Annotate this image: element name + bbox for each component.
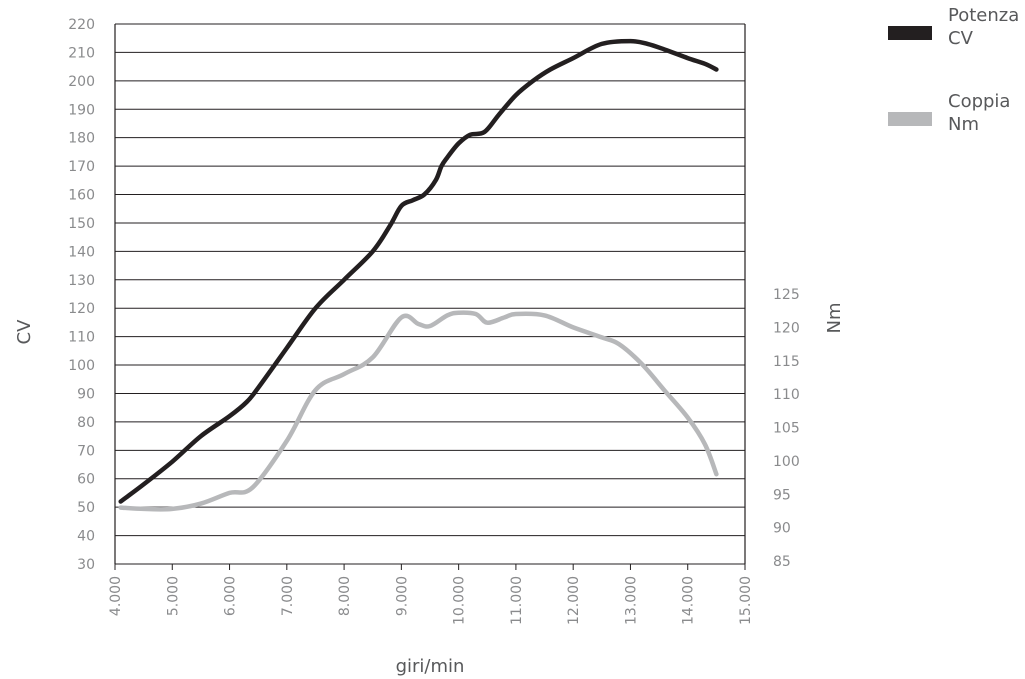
x-tick-14.000: 14.000	[681, 576, 697, 625]
legend-label-coppia-line1: Coppia	[948, 91, 1011, 112]
y-axis-left-label: CV	[14, 319, 35, 345]
y-left-tick-130: 130	[68, 273, 95, 289]
x-tick-5.000: 5.000	[165, 576, 181, 616]
y-left-tick-140: 140	[68, 244, 95, 260]
y-left-tick-50: 50	[77, 500, 95, 516]
series-line-potenza	[118, 38, 719, 504]
y-axis-right-ticks: 85 90 95 100 105 110 115 120 125	[773, 287, 800, 570]
y-left-tick-30: 30	[77, 557, 95, 573]
legend-swatch-potenza	[888, 26, 932, 40]
legend-swatch-coppia	[888, 112, 932, 126]
plot-frame	[114, 24, 746, 564]
y-left-tick-100: 100	[68, 358, 95, 374]
x-tick-10.000: 10.000	[452, 576, 468, 625]
y-right-tick-90: 90	[773, 521, 791, 537]
legend-label-potenza-line1: Potenza	[948, 5, 1020, 26]
y-right-tick-125: 125	[773, 287, 800, 303]
y-left-tick-160: 160	[68, 188, 95, 204]
x-tick-6.000: 6.000	[223, 576, 239, 616]
x-tick-4.000: 4.000	[108, 576, 124, 616]
x-axis-ticks: 4.000 5.000 6.000 7.000 8.000 9.000 10.000 11.0…	[108, 564, 754, 625]
x-axis-label: giri/min	[396, 656, 465, 677]
y-left-tick-170: 170	[68, 159, 95, 175]
y-left-tick-60: 60	[77, 472, 95, 488]
y-right-tick-115: 115	[773, 354, 800, 370]
legend-label-coppia: Coppia Nm	[948, 90, 1023, 136]
x-tick-12.000: 12.000	[566, 576, 582, 625]
x-tick-8.000: 8.000	[337, 576, 353, 616]
legend-item-coppia: Coppia Nm	[888, 90, 1023, 176]
y-left-tick-80: 80	[77, 415, 95, 431]
y-left-tick-150: 150	[68, 216, 95, 232]
y-right-tick-120: 120	[773, 320, 800, 336]
y-axis-right-label: Nm	[824, 303, 845, 334]
y-left-tick-40: 40	[77, 529, 95, 545]
x-tick-9.000: 9.000	[394, 576, 410, 616]
y-left-tick-200: 200	[68, 74, 95, 90]
x-tick-15.000: 15.000	[738, 576, 754, 625]
series-lines	[118, 38, 719, 512]
y-left-tick-120: 120	[68, 301, 95, 317]
x-tick-11.000: 11.000	[509, 576, 525, 625]
y-right-tick-110: 110	[773, 387, 800, 403]
y-left-tick-220: 220	[68, 17, 95, 33]
series-line-coppia	[118, 310, 719, 512]
legend-item-potenza: Potenza CV	[888, 4, 1023, 90]
y-left-tick-90: 90	[77, 386, 95, 402]
y-left-tick-210: 210	[68, 45, 95, 61]
y-right-tick-100: 100	[773, 454, 800, 470]
y-right-tick-85: 85	[773, 554, 791, 570]
grid-lines	[115, 23, 745, 565]
legend-label-potenza-line2: CV	[948, 28, 973, 49]
y-left-tick-70: 70	[77, 443, 95, 459]
y-right-tick-95: 95	[773, 487, 791, 503]
x-tick-13.000: 13.000	[623, 576, 639, 625]
y-axis-left-ticks: 30 40 50 60 70 80 90 100 110 120 130 140 150 160 170 18…	[68, 17, 95, 573]
y-left-tick-190: 190	[68, 102, 95, 118]
y-right-tick-105: 105	[773, 421, 800, 437]
y-left-tick-180: 180	[68, 131, 95, 147]
legend: Potenza CV Coppia Nm	[888, 4, 1023, 176]
x-tick-7.000: 7.000	[280, 576, 296, 616]
y-left-tick-110: 110	[68, 330, 95, 346]
legend-label-potenza: Potenza CV	[948, 4, 1023, 50]
legend-label-coppia-line2: Nm	[948, 114, 979, 135]
